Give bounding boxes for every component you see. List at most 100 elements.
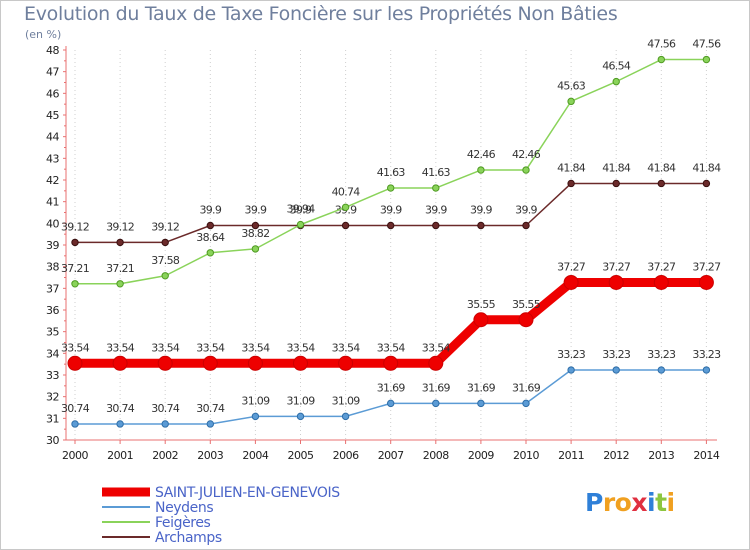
legend-label: SAINT-JULIEN-EN-GENEVOIS	[155, 485, 340, 501]
data-point	[157, 355, 173, 371]
y-tick-label: 45	[46, 109, 59, 122]
data-label: 33.23	[647, 348, 676, 361]
data-label: 37.27	[692, 260, 721, 273]
y-tick-label: 38	[46, 261, 59, 274]
data-point	[432, 184, 440, 192]
legend-label: Feigères	[155, 515, 211, 531]
data-label: 39.12	[151, 220, 179, 233]
y-tick-label: 46	[46, 87, 59, 100]
data-point	[296, 220, 305, 229]
data-label: 39.9	[470, 204, 492, 217]
y-tick-label: 39	[46, 239, 59, 252]
chart-title: Evolution du Taux de Taxe Foncière sur l…	[24, 3, 618, 25]
data-point	[296, 412, 305, 421]
data-point	[702, 366, 711, 374]
data-point	[341, 412, 350, 421]
data-label: 39.94	[287, 203, 316, 216]
x-tick-label: 2004	[242, 449, 268, 462]
y-tick-label: 47	[46, 66, 59, 79]
logo-letter: o	[614, 488, 632, 517]
data-point	[473, 312, 489, 328]
y-tick-label: 33	[46, 369, 59, 382]
y-tick-label: 32	[46, 391, 59, 404]
data-point	[387, 399, 395, 408]
x-tick-label: 2014	[693, 449, 719, 462]
data-label: 45.63	[557, 79, 586, 92]
data-point	[67, 355, 83, 371]
logo-letter: i	[647, 488, 656, 517]
data-label: 42.46	[467, 148, 496, 161]
data-point	[477, 399, 485, 408]
y-tick-label: 41	[46, 196, 59, 209]
data-point	[161, 420, 169, 428]
x-tick-label: 2013	[648, 449, 674, 462]
x-tick-label: 2001	[107, 449, 133, 462]
x-tick-label: 2011	[558, 449, 584, 462]
data-label: 33.23	[557, 348, 586, 361]
y-tick-label: 40	[46, 217, 59, 230]
data-label: 33.54	[151, 341, 180, 354]
data-label: 37.21	[106, 262, 134, 275]
logo-letter: r	[602, 488, 615, 517]
logo-letter: P	[585, 488, 603, 517]
logo-letter: x	[631, 488, 647, 517]
data-point	[657, 55, 665, 64]
data-point	[612, 179, 620, 188]
data-point	[522, 399, 530, 408]
data-point	[71, 238, 79, 247]
data-point	[567, 366, 575, 374]
data-point	[338, 355, 354, 371]
data-label: 41.84	[602, 161, 631, 174]
data-label: 39.12	[61, 220, 89, 233]
data-label: 47.56	[647, 38, 676, 51]
data-label: 38.82	[241, 227, 269, 240]
data-label: 37.21	[61, 262, 89, 275]
x-tick-label: 2009	[468, 449, 494, 462]
data-point	[341, 203, 350, 212]
data-point	[341, 221, 350, 230]
y-tick-label: 48	[46, 44, 59, 57]
data-label: 30.74	[196, 402, 225, 415]
x-tick-label: 2000	[62, 449, 88, 462]
data-point	[293, 355, 308, 371]
data-label: 41.63	[422, 166, 451, 179]
data-label: 41.84	[557, 161, 586, 174]
x-tick-label: 2006	[333, 449, 359, 462]
x-tick-label: 2012	[603, 449, 629, 462]
data-label: 39.9	[425, 204, 447, 217]
data-point	[567, 97, 575, 106]
data-label: 30.74	[151, 402, 180, 415]
data-label: 41.84	[647, 161, 676, 174]
data-label: 39.9	[380, 204, 402, 217]
data-point	[567, 179, 575, 188]
data-point	[383, 355, 399, 371]
data-point	[432, 221, 440, 230]
y-axis-unit: (en %)	[25, 28, 62, 41]
x-tick-label: 2003	[197, 449, 223, 462]
data-label: 41.84	[692, 161, 721, 174]
data-point	[612, 366, 620, 374]
y-tick-label: 36	[46, 304, 59, 317]
data-label: 31.09	[241, 394, 270, 407]
data-label: 33.54	[287, 341, 316, 354]
data-point	[387, 184, 395, 192]
data-label: 40.74	[332, 185, 361, 198]
data-point	[71, 280, 79, 288]
data-label: 38.64	[196, 231, 225, 244]
data-point	[477, 221, 485, 230]
data-point	[563, 274, 579, 290]
data-point	[202, 355, 218, 371]
x-tick-label: 2008	[423, 449, 449, 462]
data-point	[428, 355, 444, 371]
data-label: 37.27	[557, 260, 586, 273]
data-label: 31.69	[377, 381, 406, 394]
data-label: 33.23	[692, 348, 721, 361]
data-label: 42.46	[512, 148, 541, 161]
data-label: 33.54	[106, 341, 135, 354]
data-label: 39.9	[290, 204, 312, 217]
data-point	[657, 179, 665, 188]
data-point	[206, 420, 215, 428]
data-point	[698, 274, 714, 290]
y-tick-label: 37	[46, 282, 59, 295]
data-point	[612, 77, 620, 86]
